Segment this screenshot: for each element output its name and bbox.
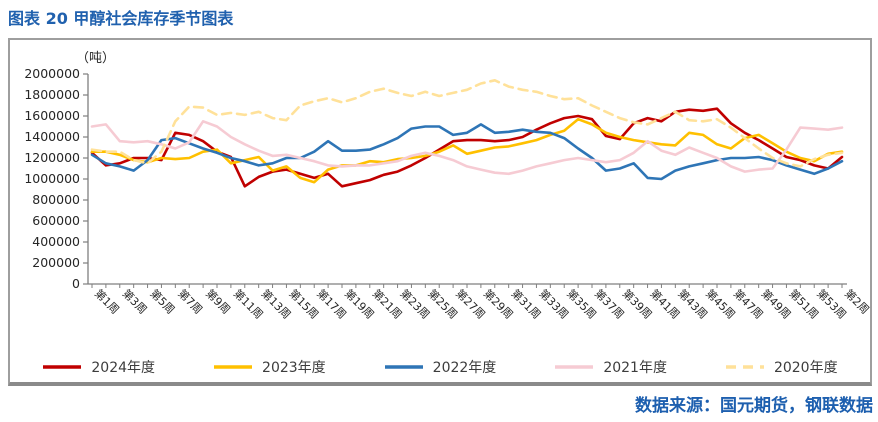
legend-label: 2023年度 — [262, 360, 326, 376]
y-tick-label: 0 — [72, 276, 80, 291]
series-line-2022年度 — [90, 123, 844, 181]
y-tick-label: 600000 — [32, 213, 80, 228]
legend-swatch — [384, 365, 423, 369]
chart-legend: 2024年度 2023年度 2022年度 2021年度 2020年度 — [10, 357, 870, 377]
series-line-2023年度 — [90, 117, 844, 184]
x-tick-label: 第43周 — [675, 286, 710, 321]
x-tick-label: 第5周 — [147, 286, 177, 316]
legend-item-1: 2023年度 — [213, 357, 326, 377]
y-tick-label: 1000000 — [24, 171, 80, 186]
y-tick-label: 800000 — [32, 192, 80, 207]
x-tick-label: 第51周 — [786, 286, 821, 321]
legend-swatch — [725, 365, 764, 369]
legend-label: 2022年度 — [432, 360, 497, 376]
y-tick-label: 200000 — [32, 255, 80, 270]
axes — [87, 74, 847, 285]
y-tick-label: 2000000 — [24, 66, 80, 81]
x-tick-label: 第25周 — [425, 286, 460, 321]
legend-label: 2024年度 — [91, 360, 156, 376]
y-tick-label: 1800000 — [24, 87, 80, 102]
source-note: 数据来源：国元期货，钢联数据 — [635, 396, 873, 416]
x-tick-label: 第17周 — [314, 286, 349, 321]
x-tick-label: 第27周 — [453, 286, 488, 321]
x-tick-label: 第41周 — [647, 286, 682, 321]
x-tick-label: 第35周 — [564, 286, 599, 321]
x-tick-label: 第39周 — [620, 286, 655, 321]
legend-swatch — [214, 365, 253, 369]
x-axis-ticks — [91, 284, 843, 288]
legend-label: 2021年度 — [603, 360, 667, 376]
x-tick-label: 第45周 — [703, 286, 738, 321]
x-tick-label: 第19周 — [342, 286, 377, 321]
x-tick-label: 第15周 — [286, 286, 321, 321]
y-tick-label: 1200000 — [24, 150, 80, 165]
x-tick-label: 第29周 — [481, 286, 516, 321]
series-line-2021年度 — [90, 120, 844, 176]
x-tick-label: 第53周 — [814, 286, 849, 321]
y-tick-label: 400000 — [32, 234, 80, 249]
y-axis-unit: （吨） — [76, 51, 115, 66]
x-tick-label: 第1周 — [92, 286, 122, 316]
legend-swatch — [555, 365, 594, 369]
x-tick-label: 第49周 — [759, 286, 794, 321]
series-line-2020年度 — [90, 78, 844, 168]
x-axis-labels: 第1周第3周第5周第7周第9周第11周第13周第15周第17周第19周第21周第… — [92, 286, 870, 321]
y-tick-label: 1600000 — [24, 108, 80, 123]
line-chart: 2000000180000016000001400000120000010000… — [24, 51, 870, 322]
x-tick-label: 第33周 — [536, 286, 571, 321]
legend-label: 2020年度 — [773, 360, 838, 376]
legend-item-0: 2024年度 — [42, 357, 155, 377]
legend-item-4: 2020年度 — [725, 357, 838, 377]
legend-swatch — [43, 365, 82, 369]
chart-box: 2000000 1800000 1600000 1400000 1200000 10000… — [8, 38, 872, 386]
x-tick-label: 第11周 — [231, 286, 266, 321]
legend-item-2: 2022年度 — [384, 357, 497, 377]
x-tick-label: 第31周 — [509, 286, 544, 321]
x-tick-label: 第9周 — [203, 286, 233, 316]
x-tick-label: 第23周 — [397, 286, 432, 321]
x-tick-label: 第21周 — [370, 286, 405, 321]
x-tick-label: 第37周 — [592, 286, 627, 321]
x-tick-label: 第47周 — [731, 286, 766, 321]
y-tick-label: 1400000 — [24, 129, 80, 144]
x-tick-label: 第7周 — [175, 286, 205, 316]
legend-item-3: 2021年度 — [554, 357, 667, 377]
x-tick-label: 第3周 — [120, 286, 150, 316]
chart-title: 图表 20 甲醇社会库存季节图表 — [8, 9, 234, 28]
x-tick-label: 第13周 — [259, 286, 294, 321]
y-axis-labels: 2000000180000016000001400000120000010000… — [24, 66, 88, 291]
